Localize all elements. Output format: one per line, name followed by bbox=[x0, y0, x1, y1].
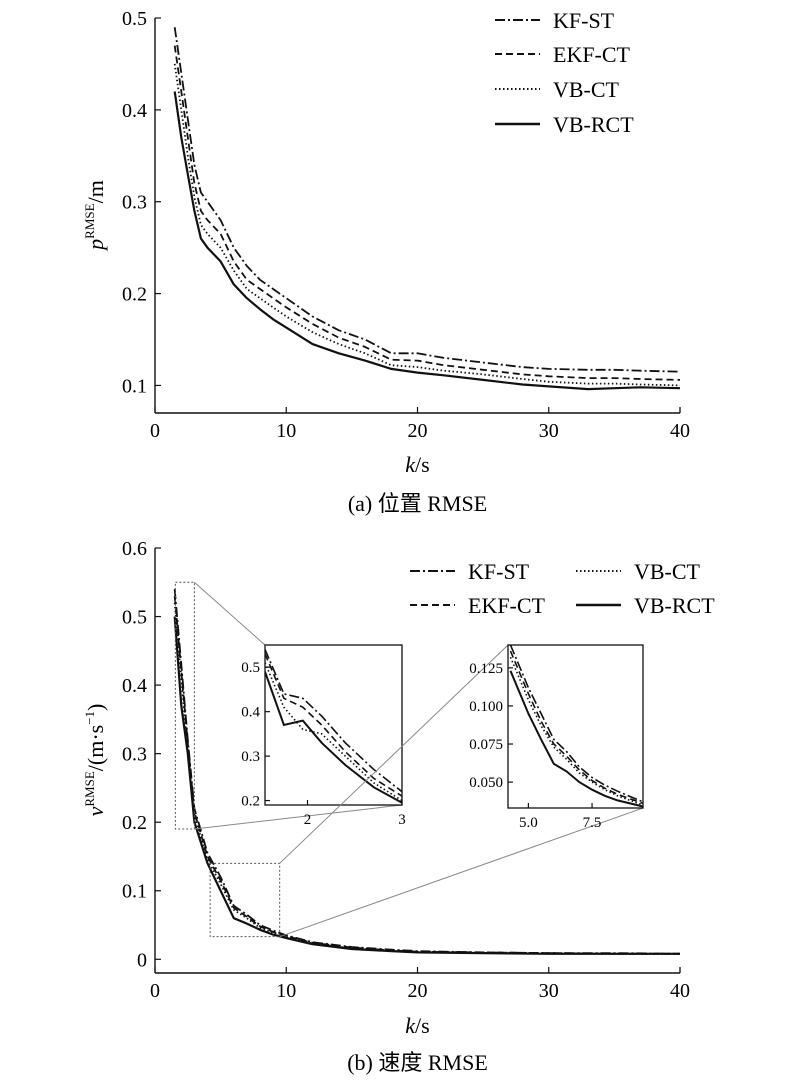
legend-label: VB-CT bbox=[553, 77, 620, 102]
y-axis-title: pRMSE/m bbox=[82, 180, 108, 252]
y-axis-title: vRMSE/(m·s−1) bbox=[82, 704, 108, 817]
inset-y-tick-label: 0.125 bbox=[469, 661, 503, 677]
panel-b-velocity-rmse: 0 10 20 30 40 0 0.1 0.2 0.3 0.4 0.5 0.6 vRMSE/(m·s−1… bbox=[82, 538, 715, 1075]
x-axis-title: k/s bbox=[405, 1013, 429, 1038]
y-tick-label: 0.4 bbox=[122, 675, 147, 697]
inset-y-tick-label: 0.3 bbox=[241, 749, 260, 765]
inset-series-line bbox=[265, 649, 402, 793]
inset-y-tick-label: 0.075 bbox=[469, 737, 503, 753]
y-axis-unit: /m bbox=[83, 180, 108, 203]
inset-y-tick-label: 0.5 bbox=[241, 660, 260, 676]
y-axis-superscript: RMSE bbox=[82, 771, 97, 806]
y-tick-label: 0.6 bbox=[122, 538, 147, 560]
inset-y-tick-label: 0.2 bbox=[241, 794, 260, 810]
y-axis-symbol: v bbox=[83, 806, 108, 816]
y-axis-symbol: p bbox=[83, 239, 108, 252]
y-tick-label: 0.3 bbox=[122, 744, 147, 766]
inset-y-tick-label: 0.100 bbox=[469, 699, 503, 715]
x-axis-title: k/s bbox=[405, 452, 429, 477]
y-tick-label: 0.1 bbox=[122, 881, 147, 903]
x-axis-symbol: k bbox=[405, 1013, 416, 1038]
inset-x-tick-label: 7.5 bbox=[583, 815, 602, 831]
inset-x-tick-label: 2 bbox=[304, 812, 312, 828]
inset-series-line bbox=[509, 656, 643, 806]
x-tick-label: 20 bbox=[408, 420, 428, 442]
legend-label: KF-ST bbox=[553, 8, 615, 33]
x-tick-label: 30 bbox=[539, 980, 559, 1002]
x-tick-label: 0 bbox=[150, 980, 160, 1002]
inset-y-tick-label: 0.4 bbox=[241, 705, 260, 721]
x-tick-label: 40 bbox=[670, 980, 690, 1002]
inset-frame bbox=[507, 644, 644, 809]
x-tick-label: 20 bbox=[408, 980, 428, 1002]
panel-caption: (a) 位置 RMSE bbox=[348, 491, 487, 516]
y-tick-label: 0.1 bbox=[122, 375, 147, 397]
inset-x-tick-label: 5.0 bbox=[519, 815, 538, 831]
x-tick-label: 10 bbox=[276, 980, 296, 1002]
legend-label: EKF-CT bbox=[553, 42, 631, 67]
inset-series-line bbox=[509, 670, 643, 808]
inset-series-line bbox=[509, 650, 643, 805]
inset-y-tick-label: 0.050 bbox=[469, 775, 503, 791]
y-tick-label: 0.2 bbox=[122, 284, 147, 306]
y-axis-unit-close: ) bbox=[83, 704, 108, 711]
y-axis-superscript: RMSE bbox=[82, 203, 97, 238]
x-tick-label: 40 bbox=[670, 420, 690, 442]
series-line-ekf-ct bbox=[173, 45, 681, 381]
inset-series-line bbox=[265, 671, 402, 804]
y-tick-label: 0.5 bbox=[122, 607, 147, 629]
y-tick-label: 0.3 bbox=[122, 192, 147, 214]
zoom-connector bbox=[279, 807, 644, 938]
series-line-ekf-ct bbox=[173, 595, 680, 955]
zoom-region-box bbox=[209, 862, 281, 938]
series-line-vb-ct bbox=[173, 63, 681, 387]
x-axis-unit: /s bbox=[415, 1013, 430, 1038]
series-line-vb-rct bbox=[173, 91, 681, 391]
y-tick-label: 0.2 bbox=[122, 812, 147, 834]
inset-x-tick-label: 3 bbox=[398, 812, 406, 828]
x-axis-unit: /s bbox=[415, 452, 430, 477]
inset-series-line bbox=[509, 645, 643, 803]
legend-label: KF-ST bbox=[468, 559, 530, 584]
x-tick-label: 30 bbox=[539, 420, 559, 442]
zoom-connector bbox=[194, 804, 403, 830]
zoom-connector bbox=[279, 644, 509, 864]
panel-caption: (b) 速度 RMSE bbox=[347, 1050, 488, 1075]
y-axis-unit: /(m·s bbox=[83, 725, 108, 771]
y-tick-label: 0.4 bbox=[122, 100, 147, 122]
x-tick-label: 10 bbox=[276, 420, 296, 442]
inset-plot-1: 2 3 0.2 0.3 0.4 0.5 bbox=[174, 581, 406, 830]
legend-label: VB-RCT bbox=[553, 112, 634, 137]
series-line-vb-rct bbox=[173, 616, 680, 955]
legend-label: VB-RCT bbox=[634, 593, 715, 618]
inset-series-line bbox=[265, 653, 402, 797]
panel-a-position-rmse: 0 10 20 30 40 0.1 0.2 0.3 0.4 0.5 pRMSE/m k/s (a) 位置… bbox=[82, 8, 690, 516]
x-tick-label: 0 bbox=[150, 420, 160, 442]
y-axis-unit-exponent: −1 bbox=[82, 711, 97, 725]
zoom-connector bbox=[194, 581, 266, 646]
legend-label: VB-CT bbox=[634, 559, 701, 584]
inset-series-line bbox=[265, 662, 402, 802]
y-tick-label: 0.5 bbox=[122, 8, 147, 30]
zoom-region-box bbox=[174, 581, 195, 830]
y-tick-label: 0 bbox=[137, 949, 147, 971]
legend-label: EKF-CT bbox=[468, 593, 546, 618]
x-axis-symbol: k bbox=[405, 452, 416, 477]
inset-plot-2: 5.0 7.5 0.050 0.075 0.100 0.125 bbox=[209, 644, 644, 938]
series-line-kf-st bbox=[173, 27, 681, 373]
